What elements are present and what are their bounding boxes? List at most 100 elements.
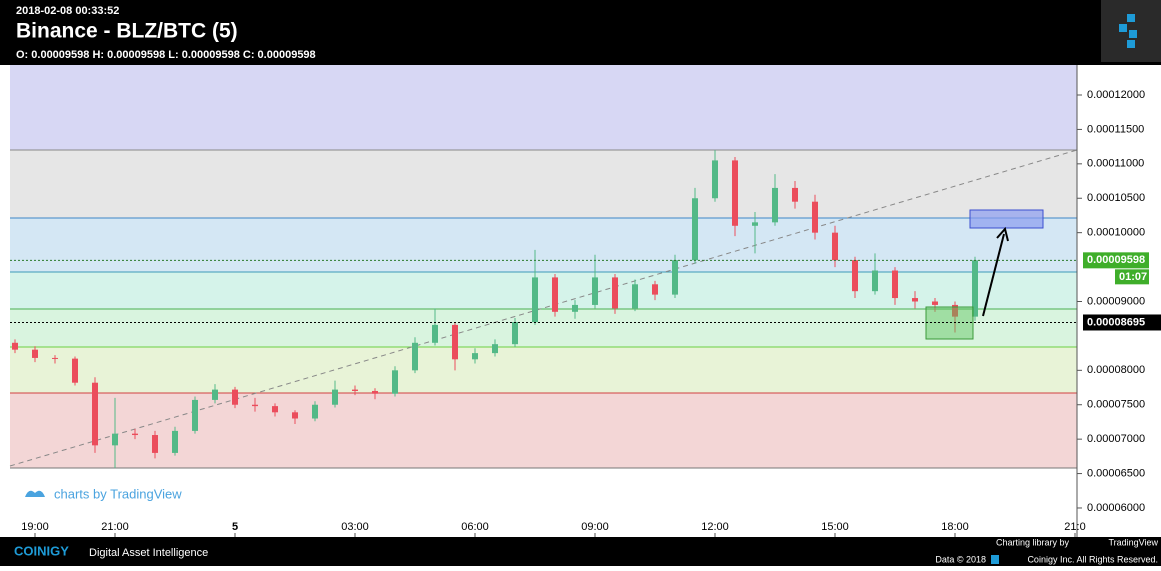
header-bar: [0, 0, 1161, 65]
candle-body: [832, 232, 838, 261]
x-tick-label: 03:00: [341, 521, 369, 533]
candle-body: [772, 187, 778, 223]
x-tick-label: 21:00: [101, 521, 129, 533]
charting-credit: Charting library by: [996, 537, 1070, 547]
candle-body: [352, 389, 358, 391]
x-tick-label: 12:00: [701, 521, 729, 533]
y-tick-label: 0.00012000: [1087, 89, 1145, 101]
candle-body: [552, 277, 558, 312]
candle-body: [32, 349, 38, 358]
plot: [12, 150, 978, 469]
candle-body: [112, 433, 118, 446]
candle-body: [952, 304, 958, 317]
y-tick-label: 0.00006500: [1087, 467, 1145, 479]
x-tick-label: 06:00: [461, 521, 489, 533]
entry-box: [925, 306, 974, 340]
candle-body: [12, 342, 18, 350]
candle-body: [632, 284, 638, 309]
candle-body: [472, 353, 478, 360]
candle-body: [72, 358, 78, 383]
y-tick-label: 0.00008000: [1087, 364, 1145, 376]
y-tick-label: 0.00007500: [1087, 399, 1145, 411]
y-tick-label: 0.00010000: [1087, 227, 1145, 239]
arrow: [982, 233, 1005, 317]
candle-body: [872, 270, 878, 292]
x-tick-label: 21:0: [1064, 521, 1085, 533]
trend-line: [9, 149, 1078, 467]
candle-body: [792, 187, 798, 202]
x-tick-label: 19:00: [21, 521, 49, 533]
target-box: [969, 209, 1044, 229]
candle-body: [532, 277, 538, 323]
x-tick-label: 09:00: [581, 521, 609, 533]
candle-body: [892, 270, 898, 299]
candle-body: [172, 430, 178, 453]
candle-body: [432, 324, 438, 343]
candle-body: [252, 404, 258, 407]
candle-body: [392, 370, 398, 394]
candle-body: [612, 277, 618, 309]
candle-body: [452, 324, 458, 360]
ohlc: O: 0.00009598 H: 0.00009598 L: 0.0000959…: [16, 49, 316, 61]
candle-body: [512, 322, 518, 345]
candle-body: [932, 301, 938, 305]
candle-body: [852, 260, 858, 292]
candle-body: [132, 433, 138, 436]
brand: COINIGY: [14, 543, 69, 558]
candle-body: [712, 160, 718, 199]
y-tick-label: 0.00011000: [1087, 158, 1144, 170]
x-tick-label: 15:00: [821, 521, 849, 533]
marked-price-box: [1083, 314, 1161, 331]
x-tick-label: 5: [232, 521, 238, 533]
last-price-box: [1083, 252, 1149, 269]
candle-body: [972, 260, 978, 317]
last-price-label: 0.00009598: [1087, 254, 1145, 266]
candle-body: [192, 399, 198, 431]
logo: [1119, 14, 1137, 48]
candle-body: [212, 389, 218, 400]
candle-body: [312, 404, 318, 419]
fib-bands: [10, 65, 1077, 469]
candle-body: [592, 277, 598, 305]
tagline: Digital Asset Intelligence: [89, 547, 208, 559]
candle-body: [912, 298, 918, 302]
marked-price-label: 0.00008695: [1087, 316, 1145, 328]
y-tick-label: 0.00006000: [1087, 502, 1145, 514]
y-tick-label: 0.00009000: [1087, 295, 1145, 307]
candle-body: [492, 344, 498, 354]
candle-body: [52, 357, 58, 359]
candle-body: [92, 382, 98, 446]
y-tick-label: 0.00007000: [1087, 433, 1145, 445]
y-tick-label: 0.00011500: [1087, 123, 1144, 135]
candle-body: [332, 389, 338, 405]
candle-body: [152, 435, 158, 453]
title: Binance - BLZ/BTC (5): [16, 20, 238, 43]
candle-body: [232, 389, 238, 405]
tradingview-credit: TradingView: [1108, 537, 1158, 547]
timestamp: 2018-02-08 00:33:52: [16, 5, 119, 17]
candle-body: [372, 390, 378, 394]
candle-body: [672, 260, 678, 295]
data-credit: Data © 2018: [935, 554, 986, 564]
candle-body: [572, 304, 578, 312]
candle-body: [752, 222, 758, 226]
x-tick-label: 18:00: [941, 521, 969, 533]
candle-body: [652, 284, 658, 295]
candle-body: [272, 406, 278, 413]
watermark: charts by TradingView: [25, 486, 182, 501]
countdown: 01:07: [1119, 271, 1147, 283]
footer-bar: [0, 537, 1161, 566]
countdown-box: [1115, 269, 1149, 285]
candle-body: [732, 160, 738, 226]
small-logo: [991, 555, 999, 564]
candle-body: [692, 198, 698, 261]
candle-body: [292, 412, 298, 419]
watermark-text: charts by TradingView: [54, 486, 182, 501]
arrow-head: [996, 226, 1009, 242]
rights: Coinigy Inc. All Rights Reserved.: [1027, 554, 1158, 564]
candle-body: [812, 201, 818, 233]
y-tick-label: 0.00010500: [1087, 192, 1145, 204]
candle-body: [412, 342, 418, 371]
